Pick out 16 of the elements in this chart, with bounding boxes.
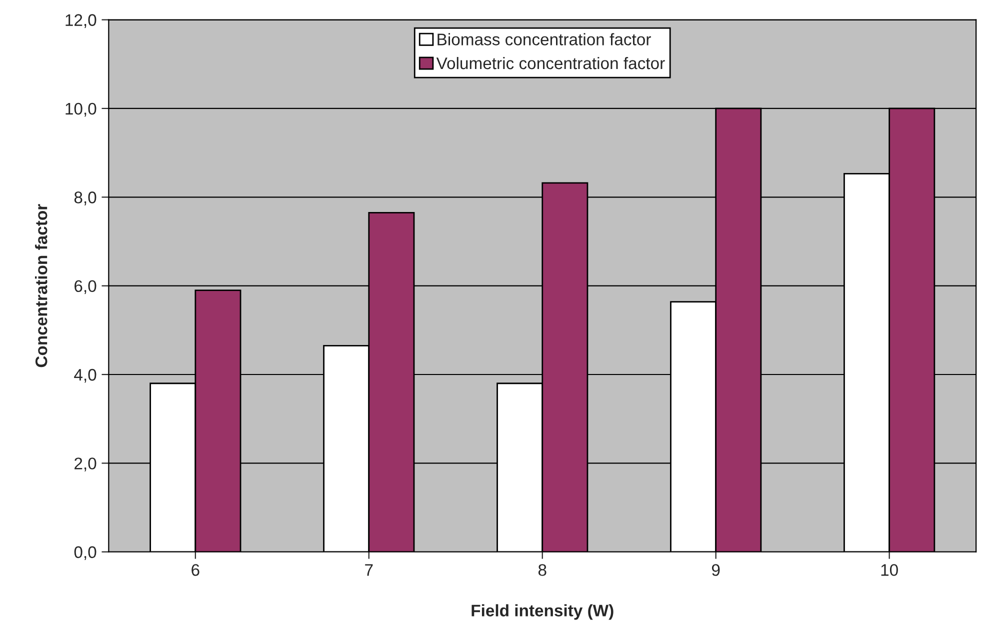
x-tick-label: 9 bbox=[712, 564, 720, 576]
legend-label: Volumetric concentration factor bbox=[436, 56, 665, 70]
y-tick-label: 6,0 bbox=[74, 280, 96, 294]
y-tick-label: 8,0 bbox=[74, 192, 96, 206]
y-axis-title: Concentration factor bbox=[35, 204, 48, 368]
x-tick-label: 6 bbox=[192, 564, 200, 576]
y-tick-label: 4,0 bbox=[74, 368, 96, 383]
y-tick-label: 10,0 bbox=[66, 102, 96, 117]
x-axis-title: Field intensity (W) bbox=[472, 604, 614, 620]
x-tick-label: 7 bbox=[365, 564, 373, 576]
x-tick-label: 8 bbox=[538, 564, 546, 576]
x-tick-label: 10 bbox=[881, 564, 898, 576]
legend-label: Biomass concentration factor bbox=[438, 33, 651, 46]
y-tick-label: 2,0 bbox=[74, 458, 96, 472]
y-tick-label: 0,0 bbox=[74, 546, 96, 560]
y-tick-label: 12,0 bbox=[66, 14, 96, 28]
